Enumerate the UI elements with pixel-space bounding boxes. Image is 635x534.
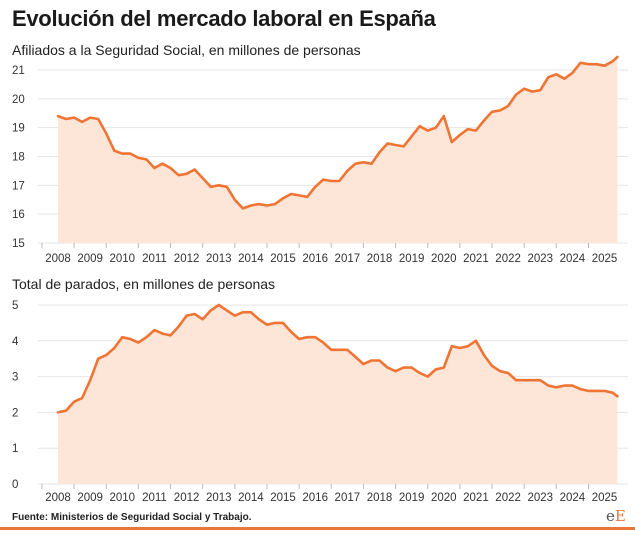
y-tick-label: 21 [12, 65, 25, 77]
x-tick-label: 2018 [367, 492, 393, 504]
x-tick-label: 2021 [463, 253, 489, 265]
x-tick-label: 2022 [495, 492, 521, 504]
x-tick-label: 2014 [238, 492, 264, 504]
page-title: Evolución del mercado laboral en España [12, 6, 436, 31]
y-tick-label: 2 [12, 407, 18, 419]
x-tick-label: 2009 [77, 253, 103, 265]
y-tick-label: 19 [12, 123, 25, 135]
x-tick-label: 2012 [174, 253, 200, 265]
x-tick-label: 2015 [270, 492, 296, 504]
y-tick-label: 3 [12, 372, 18, 384]
x-tick-label: 2018 [367, 253, 393, 265]
y-tick-label: 20 [12, 94, 25, 106]
series-area [58, 57, 618, 243]
series-line [56, 55, 619, 210]
x-tick-label: 2023 [527, 492, 553, 504]
x-tick-label: 2025 [592, 253, 618, 265]
y-tick-label: 5 [12, 300, 18, 312]
y-tick-label: 18 [12, 152, 25, 164]
x-tick-label: 2022 [495, 253, 521, 265]
x-tick-label: 2017 [335, 492, 361, 504]
x-tick-label: 2014 [238, 253, 264, 265]
series-area [58, 305, 618, 484]
x-tick-label: 2020 [431, 492, 457, 504]
x-tick-label: 2023 [527, 253, 553, 265]
x-tick-label: 2013 [206, 253, 232, 265]
x-tick-label: 2015 [270, 253, 296, 265]
chart2-title: Total de parados, en millones de persona… [12, 276, 276, 292]
x-tick-label: 2013 [206, 492, 232, 504]
publisher-logo: eE [606, 507, 626, 525]
x-tick-label: 2016 [302, 253, 328, 265]
x-tick-label: 2010 [110, 492, 136, 504]
x-tick-label: 2021 [463, 492, 489, 504]
y-tick-label: 15 [12, 238, 25, 250]
x-tick-label: 2025 [592, 492, 618, 504]
x-tick-label: 2016 [302, 492, 328, 504]
x-tick-label: 2019 [399, 492, 425, 504]
x-tick-label: 2009 [77, 492, 103, 504]
y-tick-label: 1 [12, 443, 18, 455]
x-tick-label: 2010 [110, 253, 136, 265]
x-tick-label: 2012 [174, 492, 200, 504]
y-tick-label: 4 [12, 336, 19, 348]
x-tick-label: 2008 [45, 253, 71, 265]
x-tick-label: 2024 [560, 492, 586, 504]
footer-accent-bar [0, 527, 635, 530]
x-tick-label: 2011 [142, 253, 167, 265]
x-tick-label: 2008 [45, 492, 71, 504]
series-line [56, 303, 619, 414]
chart1-title: Afiliados a la Seguridad Social, en mill… [12, 42, 361, 58]
x-tick-label: 2024 [560, 253, 586, 265]
y-tick-label: 16 [12, 209, 25, 221]
source-note: Fuente: Ministerios de Seguridad Social … [12, 512, 252, 523]
x-tick-label: 2011 [142, 492, 167, 504]
x-tick-label: 2020 [431, 253, 457, 265]
y-tick-label: 17 [12, 180, 25, 192]
x-tick-label: 2017 [335, 253, 361, 265]
y-tick-label: 0 [12, 479, 18, 491]
x-tick-label: 2019 [399, 253, 425, 265]
